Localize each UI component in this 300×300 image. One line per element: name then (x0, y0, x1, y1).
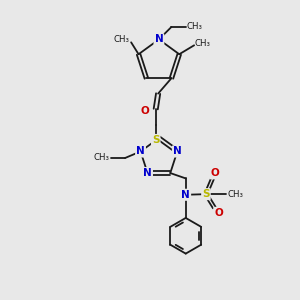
Text: N: N (143, 168, 152, 178)
Text: S: S (152, 135, 160, 145)
Text: CH₃: CH₃ (114, 35, 130, 44)
Text: O: O (141, 106, 150, 116)
Text: CH₃: CH₃ (228, 190, 244, 199)
Text: N: N (154, 34, 163, 44)
Text: O: O (214, 208, 223, 218)
Text: CH₃: CH₃ (187, 22, 202, 32)
Text: N: N (173, 146, 182, 157)
Text: O: O (211, 168, 219, 178)
Text: S: S (202, 189, 210, 199)
Text: N: N (182, 190, 190, 200)
Text: CH₃: CH₃ (194, 39, 211, 48)
Text: CH₃: CH₃ (94, 154, 110, 163)
Text: N: N (136, 146, 145, 157)
